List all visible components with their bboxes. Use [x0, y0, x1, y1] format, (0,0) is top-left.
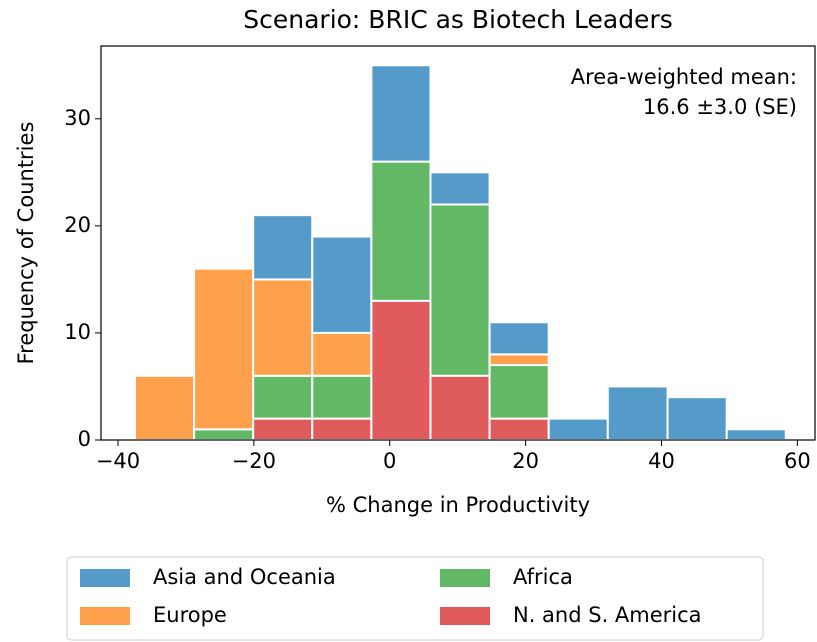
bar	[193, 428, 255, 442]
plot-frame	[100, 45, 816, 441]
legend-label: N. and S. America	[513, 603, 702, 627]
bar	[311, 331, 373, 377]
y-tick-label: 20	[64, 213, 91, 237]
bar	[252, 417, 314, 441]
y-tick-label: 10	[64, 320, 91, 344]
bar	[606, 385, 669, 441]
annotation: 16.6 ±3.0 (SE)	[643, 95, 797, 119]
bar	[311, 235, 373, 334]
bar	[252, 374, 314, 420]
annotation: Area-weighted mean:	[571, 65, 797, 89]
bar	[429, 374, 491, 441]
legend-label: Asia and Oceania	[153, 565, 336, 589]
x-tick-label: 60	[784, 449, 811, 473]
x-tick-label: 40	[648, 449, 675, 473]
bar	[252, 214, 314, 281]
bar	[193, 267, 255, 431]
bar	[488, 353, 550, 367]
x-tick-label: −20	[232, 449, 276, 473]
bar	[370, 64, 432, 163]
y-tick-label: 30	[64, 106, 91, 130]
chart-title: Scenario: BRIC as Biotech Leaders	[243, 5, 673, 34]
bar	[133, 374, 196, 441]
bar	[488, 417, 550, 441]
bar	[370, 299, 432, 441]
bar	[370, 160, 432, 302]
bar	[429, 171, 491, 206]
bar	[725, 428, 787, 442]
x-tick-label: −40	[96, 449, 140, 473]
bar	[488, 321, 550, 356]
legend-label: Europe	[153, 603, 227, 627]
bar	[429, 203, 491, 377]
legend-swatch	[440, 569, 490, 587]
legend-swatch	[80, 607, 130, 625]
bar	[488, 364, 550, 420]
bar	[547, 417, 609, 441]
y-tick-label: 0	[78, 427, 91, 451]
x-tick-label: 0	[383, 449, 396, 473]
legend-swatch	[80, 569, 130, 587]
y-axis-label: Frequency of Countries	[14, 122, 38, 365]
bar	[252, 278, 314, 377]
bar	[311, 374, 373, 420]
legend-label: Africa	[513, 565, 573, 589]
x-axis-label: % Change in Productivity	[326, 493, 590, 517]
x-tick-label: 20	[512, 449, 539, 473]
bar	[311, 417, 373, 441]
legend-swatch	[440, 607, 490, 625]
bar	[666, 396, 728, 442]
legend-box	[66, 556, 764, 641]
